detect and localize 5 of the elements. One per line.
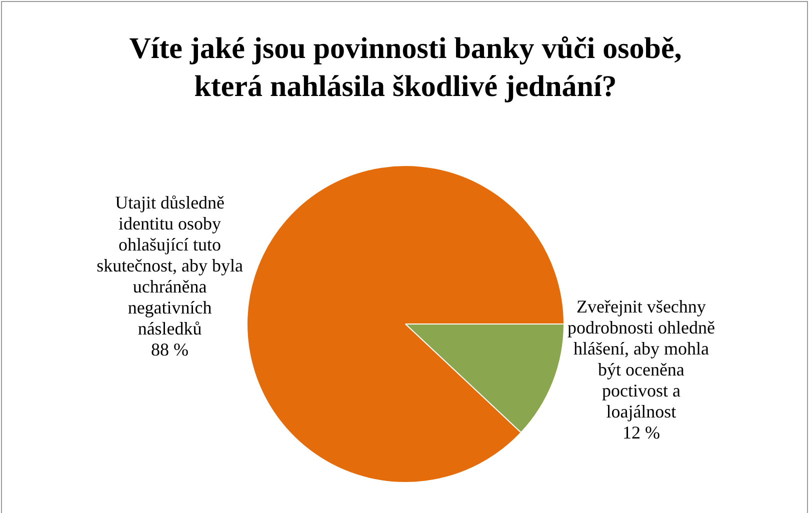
slice-label: Zveřejnit všechny podrobnosti ohledně hlášení, aby mohla být oceněna poctivost a loajálnost [567, 296, 715, 422]
chart-title: Víte jaké jsou povinnosti banky vůči osobě, která nahlásila škodlivé jednání? [128, 31, 683, 105]
slice-label: Utajit důsledně identitu osoby ohlašující tuto skutečnost, aby byla uchráněna negativních následků [96, 192, 244, 339]
data-label: 88 % [151, 340, 189, 360]
data-label: 12 % [622, 422, 660, 442]
